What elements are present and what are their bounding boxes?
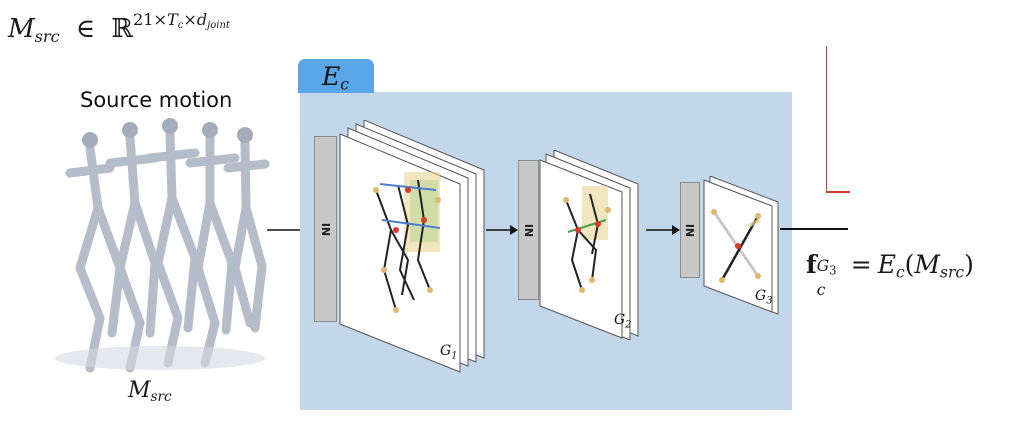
red-bracket-horizontal [826, 191, 850, 193]
arrow-g2-to-g3 [646, 225, 680, 235]
source-motion-title: Source motion [80, 88, 233, 112]
layer-label-g2: G2 [614, 312, 632, 331]
graph-content-g3 [711, 209, 761, 283]
layer-label-g1: G1 [440, 343, 458, 362]
layer-label-g3: G3 [755, 288, 773, 307]
skeleton-figure-1 [65, 143, 125, 373]
arrow-g1-to-g2 [486, 225, 518, 235]
encoder-tag [298, 59, 374, 93]
feature-maps-g2 [539, 150, 639, 340]
output-equation: f G3 c = Ec(Msrc) [806, 250, 974, 299]
instance-norm-block-2: IN [518, 160, 539, 300]
skeleton-figure-3 [145, 128, 200, 368]
red-bracket-vertical [826, 46, 827, 192]
graph-content-g2 [563, 186, 611, 293]
source-motion-caption: Msrc [128, 378, 172, 406]
output-connector-line [780, 228, 848, 230]
input-shape-formula: Msrc ∈ ℝ21×Tc×djoint [8, 10, 230, 46]
skeleton-figure-2 [105, 133, 160, 373]
instance-norm-block-1: IN [314, 136, 337, 322]
encoder-label: Ec [322, 62, 349, 94]
instance-norm-block-3: IN [680, 182, 700, 278]
graph-content-g1 [373, 172, 441, 313]
feature-maps-g3 [703, 176, 779, 315]
source-motion-skeletons [55, 118, 270, 373]
skeleton-figure-5 [223, 138, 270, 333]
feature-maps-g1 [339, 120, 485, 373]
